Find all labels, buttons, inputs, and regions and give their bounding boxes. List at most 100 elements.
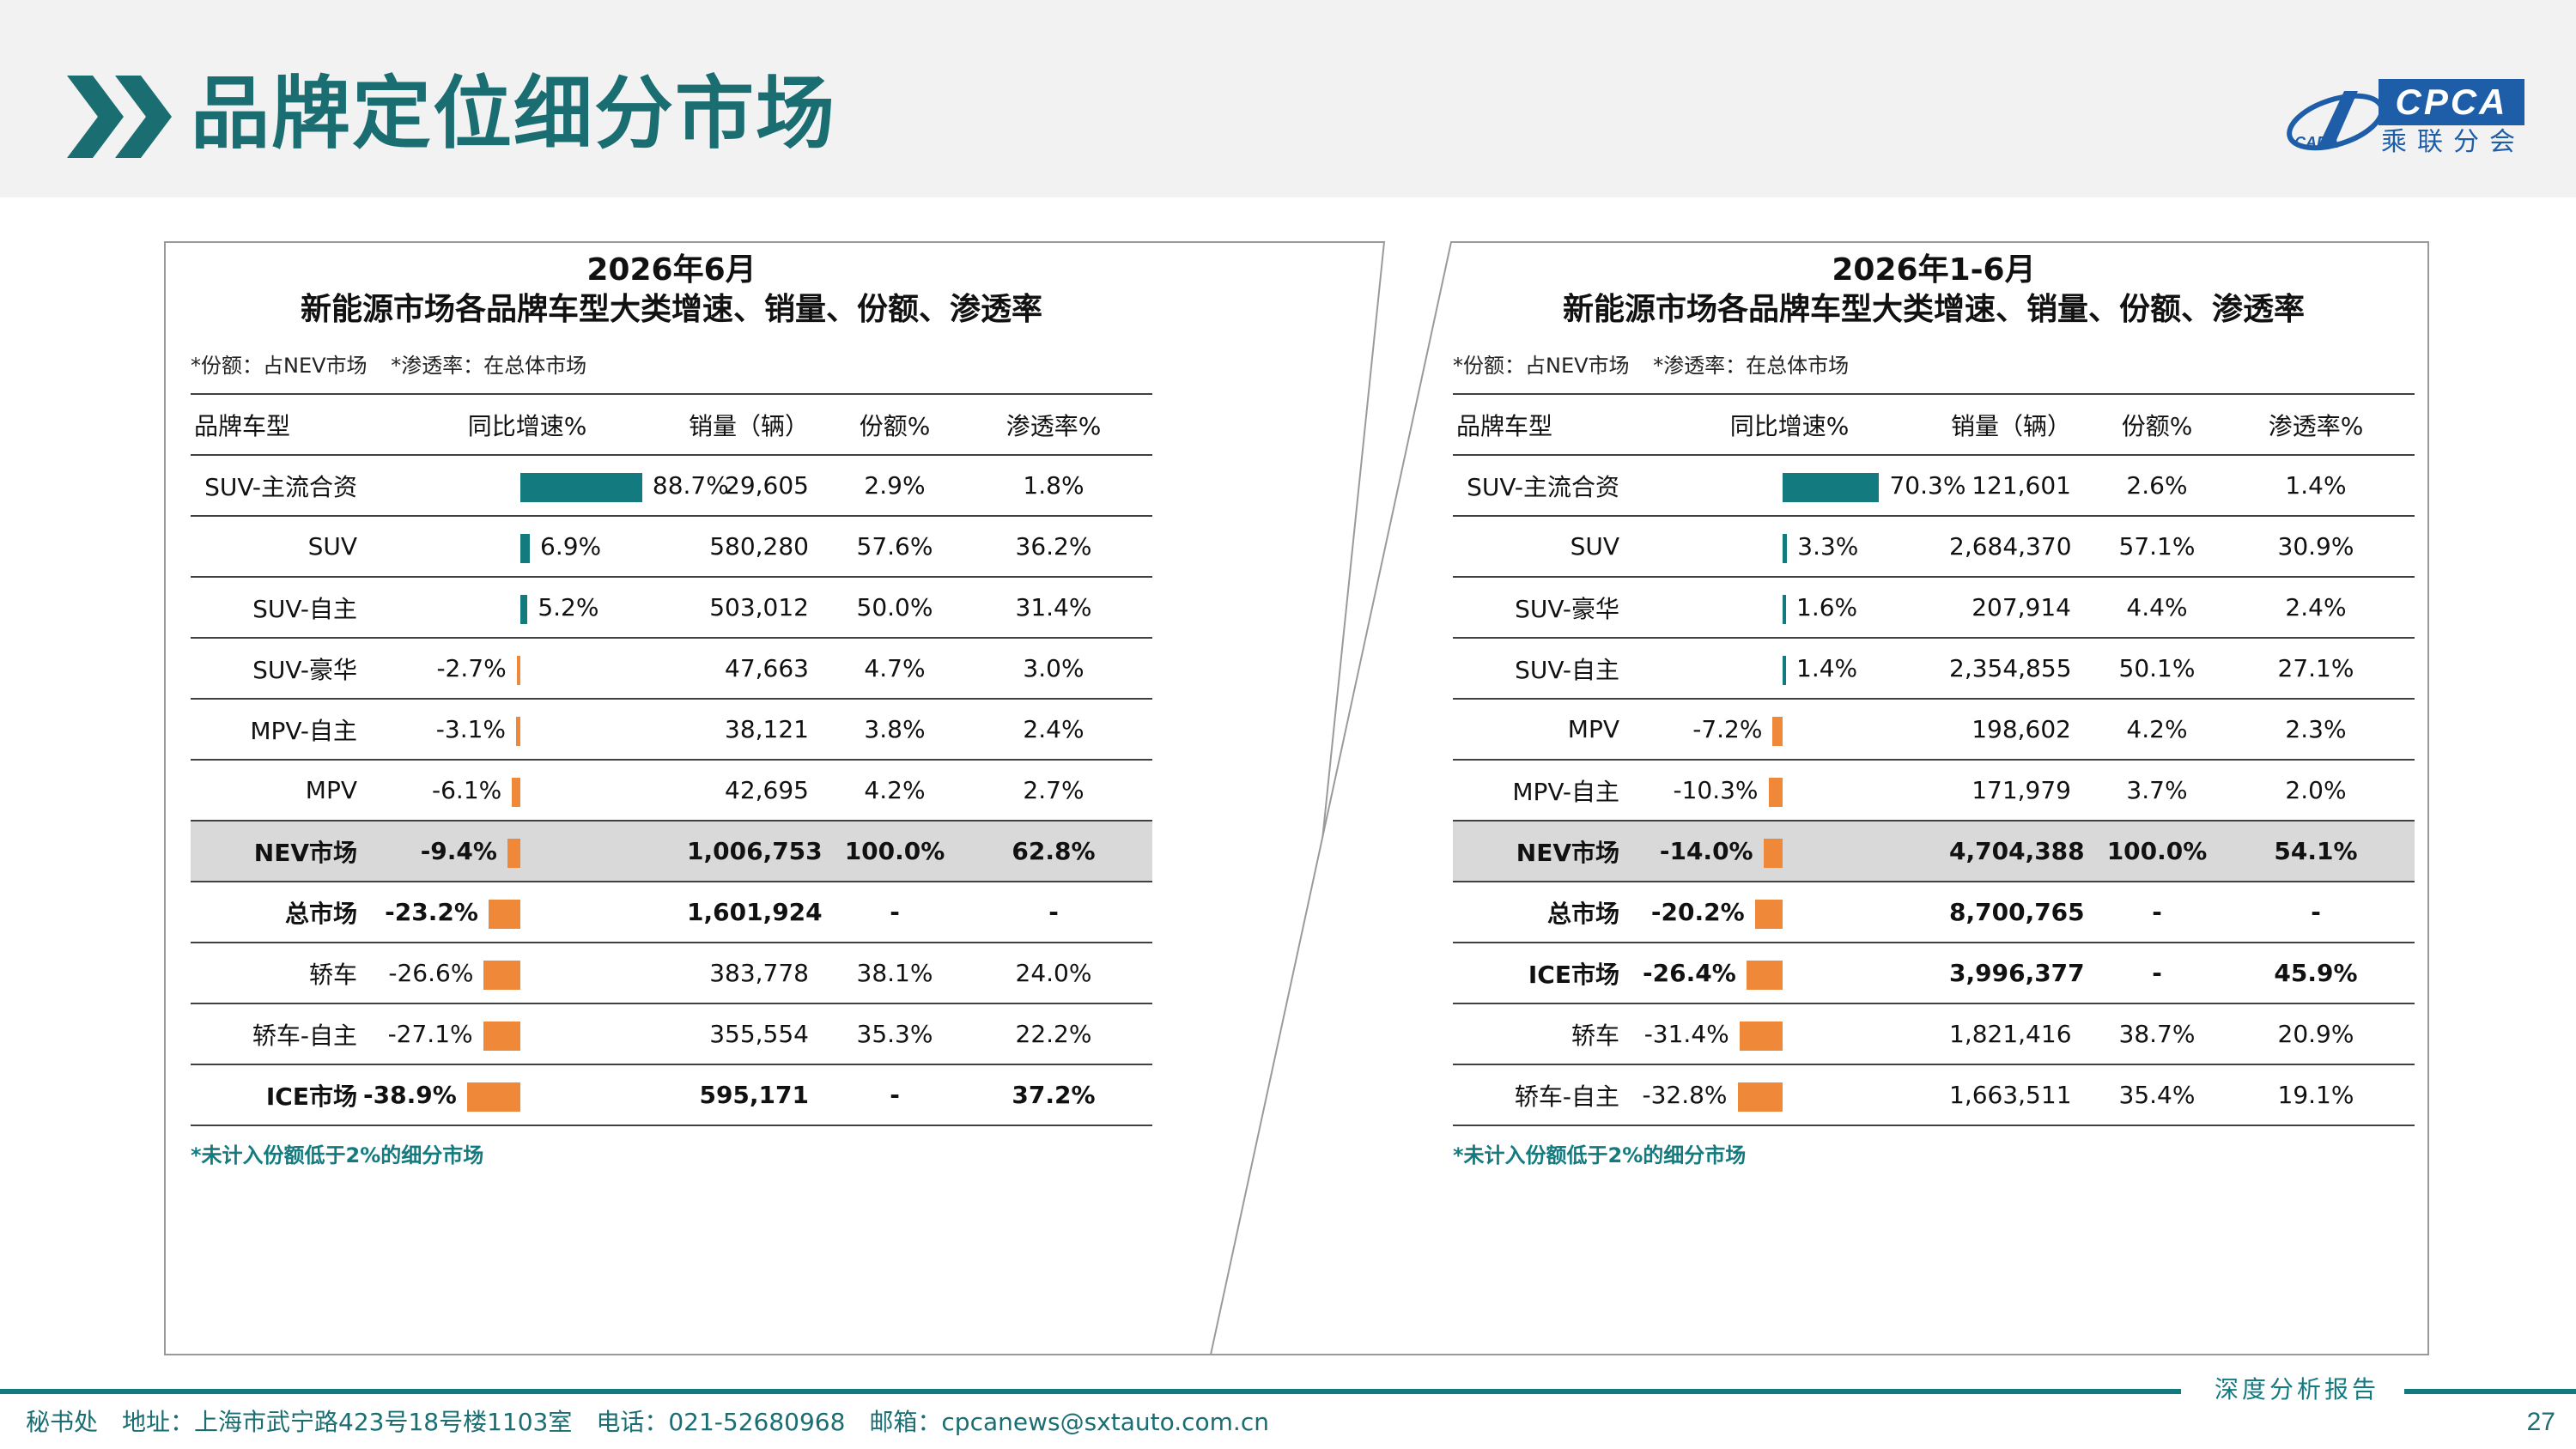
growth-label: -10.3% (1673, 776, 1759, 804)
row-growth: 3.3% (1630, 516, 1949, 578)
row-share: 57.1% (2097, 516, 2217, 578)
row-name: MPV-自主 (191, 699, 368, 761)
table-row: 总市场 -20.2% 8,700,765- - (1453, 882, 2415, 943)
row-name: SUV-自主 (1453, 638, 1630, 700)
right-note: *份额：占NEV市场 *渗透率：在总体市场 (1453, 349, 2415, 383)
growth-bar (516, 717, 520, 746)
growth-bar (1754, 900, 1783, 929)
row-sales: 2,354,855 (1949, 638, 2097, 700)
col-share: 份额% (2097, 393, 2217, 456)
growth-label: -20.2% (1650, 898, 1745, 926)
row-share: - (835, 1064, 955, 1126)
header-band (0, 0, 2576, 197)
row-name: 轿车 (191, 943, 368, 1004)
row-penetration: 2.3% (2217, 699, 2415, 761)
row-sales: 1,663,511 (1949, 1064, 2097, 1126)
growth-label: -32.8% (1642, 1081, 1728, 1109)
growth-bar (1763, 839, 1783, 868)
table-row: SUV-主流合资 88.7% 29,605 2.9% 1.8% (191, 455, 1152, 517)
growth-bar (520, 595, 528, 624)
growth-label: 70.3% (1889, 471, 1966, 500)
growth-label: 3.3% (1797, 532, 1859, 561)
growth-bar (1783, 473, 1880, 502)
left-panel-title: 2026年6月 新能源市场各品牌车型大类增速、销量、份额、渗透率 (191, 251, 1152, 330)
growth-bar (520, 473, 642, 502)
row-penetration: - (2217, 882, 2415, 943)
col-name: 品牌车型 (1453, 393, 1630, 456)
logo-subtitle: 乘联分会 (2381, 127, 2525, 157)
growth-label: 88.7% (652, 471, 729, 500)
table-row: SUV-豪华 -2.7% 47,663 4.7% 3.0% (191, 638, 1152, 700)
table-row: MPV-自主 -10.3% 171,979 3.7% 2.0% (1453, 760, 2415, 822)
row-share: 50.0% (835, 577, 955, 639)
left-title-subject: 新能源市场各品牌车型大类增速、销量、份额、渗透率 (300, 292, 1042, 327)
row-penetration: 2.4% (2217, 577, 2415, 639)
table-row: 轿车 -26.6% 383,778 38.1% 24.0% (191, 943, 1152, 1004)
growth-label: 5.2% (538, 593, 599, 621)
growth-bar (1768, 778, 1783, 807)
row-growth: 70.3% (1630, 455, 1965, 517)
growth-label: -26.6% (388, 959, 474, 987)
col-share: 份额% (835, 393, 955, 456)
row-growth: 6.9% (368, 516, 687, 578)
row-penetration: 45.9% (2217, 943, 2415, 1004)
growth-bar (488, 900, 520, 929)
row-share: 100.0% (2097, 821, 2217, 882)
row-share: 38.7% (2097, 1003, 2217, 1065)
growth-label: -38.9% (363, 1081, 457, 1109)
table-row: SUV 6.9% 580,280 57.6% 36.2% (191, 516, 1152, 578)
row-name: SUV-自主 (191, 577, 368, 639)
footer-contact: 秘书处 地址：上海市武宁路423号18号楼1103室 电话：021-526809… (26, 1408, 1269, 1436)
logo-wordmark: CPCA (2379, 79, 2524, 125)
row-name: 轿车-自主 (1453, 1064, 1630, 1126)
right-note-share: *份额：占NEV市场 (1453, 354, 1630, 378)
row-name: MPV-自主 (1453, 760, 1630, 822)
page-number: 27 (2526, 1408, 2555, 1436)
left-footnote: *未计入份额低于2%的细分市场 (191, 1143, 484, 1167)
col-penetration: 渗透率% (2217, 393, 2415, 456)
row-share: 2.9% (835, 455, 955, 517)
row-penetration: 54.1% (2217, 821, 2415, 882)
row-sales: 8,700,765 (1949, 882, 2097, 943)
row-sales: 503,012 (687, 577, 835, 639)
row-growth: 1.6% (1630, 577, 1949, 639)
table-row: SUV-主流合资 70.3% 121,601 2.6% 1.4% (1453, 455, 2415, 517)
growth-label: -31.4% (1643, 1020, 1729, 1048)
row-sales: 38,121 (687, 699, 835, 761)
growth-bar (1783, 595, 1786, 624)
table-row: SUV-自主 5.2% 503,012 50.0% 31.4% (191, 577, 1152, 639)
row-share: 4.2% (2097, 699, 2217, 761)
row-sales: 121,601 (1949, 455, 2097, 517)
row-name: SUV (191, 516, 368, 578)
left-note-penetration: *渗透率：在总体市场 (391, 354, 587, 378)
row-sales: 4,704,388 (1949, 821, 2097, 882)
row-share: 3.7% (2097, 760, 2217, 822)
table-row: 轿车-自主 -27.1% 355,554 35.3% 22.2% (191, 1003, 1152, 1065)
table-row: ICE市场 -38.9% 595,171-37.2% (191, 1064, 1152, 1126)
row-penetration: 24.0% (955, 943, 1152, 1004)
right-table-body: SUV-主流合资 70.3% 121,601 2.6% 1.4% SUV 3.3% 2,684… (1453, 455, 2415, 1126)
right-footnote: *未计入份额低于2%的细分市场 (1453, 1143, 1747, 1167)
row-sales: 2,684,370 (1949, 516, 2097, 578)
row-growth: -26.4% (1630, 943, 1949, 1004)
row-share: 50.1% (2097, 638, 2217, 700)
row-name: NEV市场 (1453, 821, 1630, 882)
row-penetration: 31.4% (955, 577, 1152, 639)
row-penetration: 3.0% (955, 638, 1152, 700)
row-growth: -7.2% (1630, 699, 1949, 761)
row-name: SUV-主流合资 (191, 455, 368, 517)
row-growth: -9.4% (368, 821, 687, 882)
row-growth: -23.2% (368, 882, 687, 943)
chevron-right-icon (67, 76, 172, 158)
row-growth: -27.1% (368, 1003, 687, 1065)
row-share: 35.3% (835, 1003, 955, 1065)
growth-bar (1772, 717, 1783, 746)
table-row: 轿车-自主 -32.8% 1,663,511 35.4% 19.1% (1453, 1064, 2415, 1126)
row-name: 总市场 (191, 882, 368, 943)
row-growth: -14.0% (1630, 821, 1949, 882)
row-growth: -38.9% (363, 1064, 687, 1126)
row-sales: 580,280 (687, 516, 835, 578)
left-table-body: SUV-主流合资 88.7% 29,605 2.9% 1.8% SUV 6.9% 580,28… (191, 455, 1152, 1126)
growth-bar (1739, 1022, 1783, 1051)
row-name: 轿车 (1453, 1003, 1630, 1065)
